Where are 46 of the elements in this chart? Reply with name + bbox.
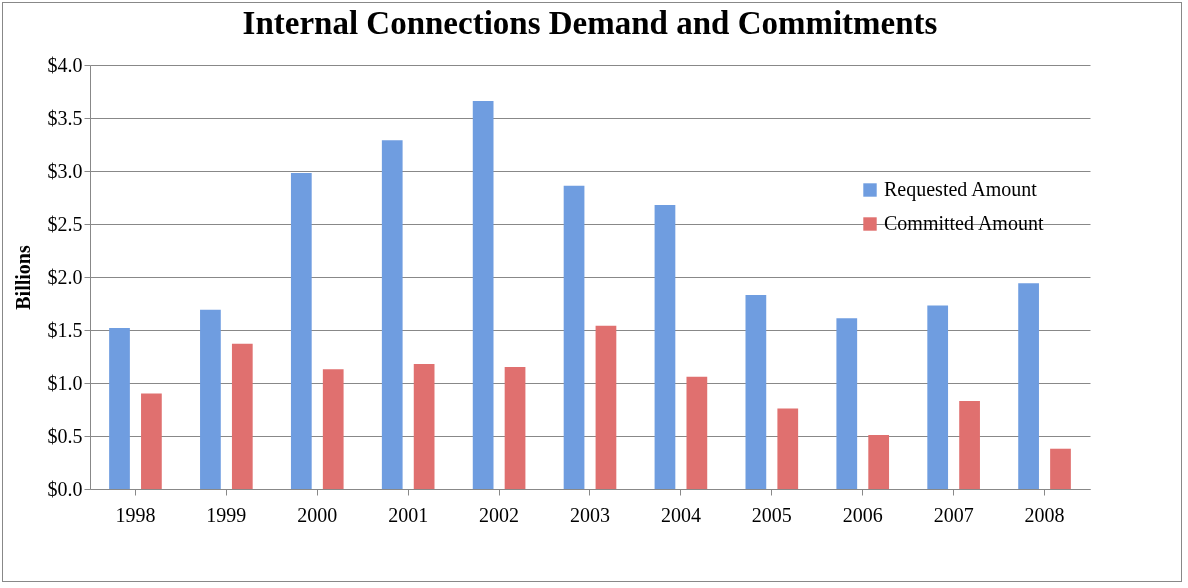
bar [109, 327, 130, 489]
bar [200, 309, 221, 489]
chart-title: Internal Connections Demand and Commitments [242, 5, 938, 41]
bar [141, 393, 162, 489]
x-tick-label: 2004 [660, 503, 701, 526]
x-tick-label: 2002 [479, 503, 520, 526]
y-tick-label: $3.5 [47, 106, 83, 129]
bar [1050, 448, 1071, 489]
bar [836, 318, 858, 489]
y-tick-label: $0.0 [47, 477, 83, 500]
bar [654, 204, 676, 489]
x-tick-label: 2007 [933, 503, 974, 526]
bar [927, 305, 949, 489]
y-tick-label: $2.0 [47, 265, 83, 288]
y-tick-label: $1.0 [47, 371, 83, 394]
x-tick-label: 2008 [1024, 503, 1065, 526]
x-tick-label: 2000 [297, 503, 338, 526]
x-tick-label: 2001 [388, 503, 429, 526]
legend-label: Committed Amount [884, 212, 1044, 234]
bar [777, 408, 799, 489]
bar [231, 343, 253, 489]
y-tick-label: $4.0 [47, 53, 83, 76]
bar [745, 295, 767, 489]
bar [504, 367, 526, 489]
y-tick-label: $2.5 [47, 212, 83, 235]
bar [595, 325, 617, 489]
y-axis-title: Billions [11, 245, 34, 310]
bar [381, 140, 403, 489]
bar [413, 363, 435, 489]
legend-label: Requested Amount [884, 178, 1038, 201]
y-tick-label: $3.0 [47, 159, 83, 182]
bar [868, 434, 890, 489]
bar [322, 369, 344, 489]
bar [472, 101, 494, 489]
x-tick-label: 2003 [570, 503, 610, 526]
bar [1018, 283, 1039, 489]
x-tick-label: 2005 [751, 503, 792, 526]
y-tick-label: $0.5 [47, 424, 83, 447]
bar [686, 376, 708, 489]
x-tick-label: 1999 [206, 503, 247, 526]
bar [290, 173, 312, 489]
x-tick-label: 2006 [842, 503, 883, 526]
bar [563, 185, 585, 489]
y-tick-label: $1.5 [47, 318, 83, 341]
bar [959, 401, 980, 489]
x-tick-label: 1998 [115, 503, 156, 526]
